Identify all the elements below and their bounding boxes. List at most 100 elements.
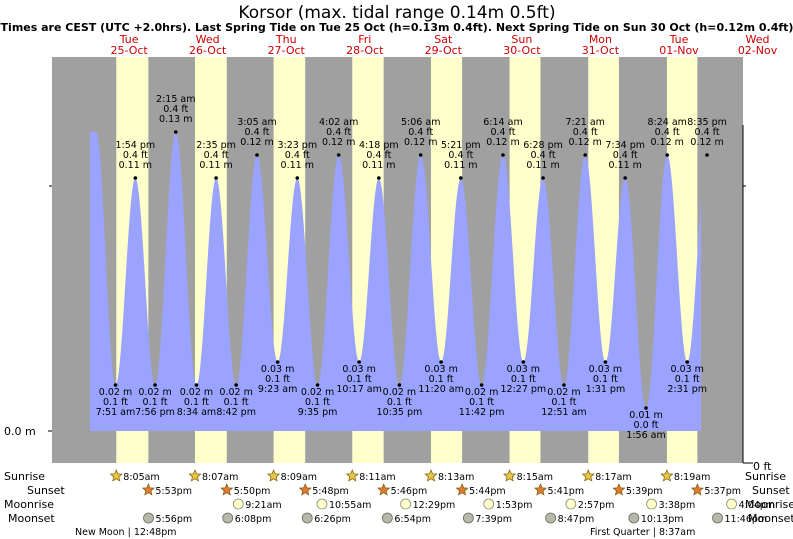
low-tide-label: 0.02 m — [138, 387, 171, 398]
y-axis-right-label: 0 ft — [753, 460, 772, 473]
low-tide-label: 0.03 m — [671, 364, 704, 375]
high-tide-label: 0.12 m — [690, 137, 723, 148]
moonset-time: 6:54pm — [394, 514, 431, 525]
day-name: Wed — [746, 33, 770, 46]
moonset-time: 11:46pm — [725, 514, 768, 525]
high-tide-label: 0.4 ft — [408, 127, 433, 138]
sunrise-time: 8:05am — [123, 472, 159, 483]
low-tide-label: 0.03 m — [589, 364, 622, 375]
low-tide-label: 0.1 ft — [103, 397, 128, 408]
row-label-moonrise: Moonrise — [4, 498, 54, 511]
high-tide-label: 0.11 m — [362, 160, 395, 171]
low-tide-label: 0.1 ft — [675, 374, 700, 385]
high-tide-label: 0.4 ft — [448, 150, 473, 161]
low-tide-label: 12:51 am — [541, 407, 586, 418]
tide-point — [397, 383, 402, 387]
moonrise-time: 4:04pm — [739, 500, 776, 511]
high-tide-label: 0.4 ft — [366, 150, 391, 161]
chart-title: Korsor (max. tidal range 0.14m 0.5ft) — [238, 3, 555, 23]
tide-labels: 0.02 m0.1 ft7:51 am1:54 pm0.4 ft0.11 m0.… — [96, 94, 727, 441]
chart-subtitle: Times are CEST (UTC +2.0hrs). Last Sprin… — [1, 21, 793, 34]
row-label-moonset-right: Moonset — [748, 512, 793, 525]
row-label-sunrise: Sunrise — [4, 470, 45, 483]
low-tide-label: 0.1 ft — [593, 374, 618, 385]
low-tide-label: 7:56 pm — [135, 407, 175, 418]
tide-point — [113, 383, 118, 387]
tide-point — [685, 360, 690, 364]
high-tide-label: 0.11 m — [281, 160, 314, 171]
astro-events: 8:05am 8:07am 8:09am 8:11am 8:13am 8:15am 8:17… — [109, 469, 776, 525]
tide-point — [377, 176, 381, 180]
sunset-time: 5:39pm — [626, 486, 663, 497]
moon-phases: New Moon | 12:48pm First Quarter | 8:37a… — [75, 527, 695, 538]
tide-point — [541, 176, 545, 180]
low-tide-label: 12:27 pm — [501, 384, 547, 395]
row-label-sunset-right: Sunset — [752, 484, 790, 497]
moonset-icon — [628, 512, 640, 524]
moonrise-icon — [565, 498, 577, 510]
moonrise-time: 9:21am — [245, 500, 281, 511]
high-tide-label: 1:54 pm — [116, 140, 156, 151]
sunset-icon — [220, 483, 234, 496]
day-name: Fri — [358, 33, 371, 46]
day-name: Wed — [196, 33, 220, 46]
high-tide-label: 0.12 m — [240, 137, 273, 148]
tide-point — [173, 130, 178, 134]
sunrise-icon — [424, 469, 438, 482]
low-tide-label: 0.1 ft — [387, 397, 412, 408]
high-tide-label: 2:15 am — [156, 94, 195, 105]
sunset-icon — [455, 483, 469, 496]
moonrise-icon — [316, 498, 328, 510]
low-tide-label: 11:20 am — [418, 384, 463, 395]
tide-point — [562, 383, 566, 387]
tide-point — [315, 383, 320, 387]
sunset-time: 5:50pm — [234, 486, 271, 497]
high-tide-label: 0.13 m — [159, 114, 192, 125]
low-tide-label: 0.02 m — [180, 387, 213, 398]
day-name: Sun — [511, 33, 532, 46]
sunset-time: 5:41pm — [547, 486, 584, 497]
high-tide-label: 0.4 ft — [655, 127, 680, 138]
moonrise-time: 10:55am — [329, 500, 371, 511]
moonrise-icon — [726, 498, 737, 510]
low-tide-label: 1:56 am — [626, 430, 665, 441]
low-tide-label: 10:17 am — [336, 384, 381, 395]
low-tide-label: 0.1 ft — [265, 374, 290, 385]
high-tide-label: 5:21 pm — [441, 140, 481, 151]
low-tide-label: 2:31 pm — [667, 384, 707, 395]
tide-point — [133, 176, 138, 180]
high-tide-label: 6:28 pm — [523, 140, 563, 151]
moonset-icon — [712, 512, 723, 524]
moon-phase-first-quarter: First Quarter | 8:37am — [590, 527, 695, 538]
moonset-time: 10:13pm — [641, 514, 684, 525]
low-tide-label: 1:31 pm — [586, 384, 626, 395]
tide-point — [275, 360, 280, 364]
high-tide-label: 7:21 am — [565, 117, 604, 128]
sunset-icon — [377, 483, 391, 496]
sunset-time: 5:46pm — [391, 486, 428, 497]
high-tide-label: 4:18 pm — [359, 140, 399, 151]
moonrise-time: 12:29pm — [413, 500, 456, 511]
high-tide-label: 0.4 ft — [204, 150, 229, 161]
high-tide-label: 5:06 am — [401, 117, 440, 128]
high-tide-label: 3:05 am — [237, 117, 276, 128]
moonset-icon — [462, 512, 474, 524]
day-date: 31-Oct — [582, 44, 620, 57]
sunrise-icon — [345, 469, 359, 482]
low-tide-label: 0.03 m — [261, 364, 294, 375]
axes: 0.0 m 0 ft — [4, 125, 772, 473]
low-tide-label: 9:23 am — [258, 384, 297, 395]
high-tide-label: 2:35 pm — [196, 140, 236, 151]
moonset-icon — [301, 512, 313, 524]
tide-point — [357, 360, 361, 364]
y-axis-left-label: 0.0 m — [4, 425, 36, 438]
day-date: 26-Oct — [189, 44, 227, 57]
moonrise-time: 1:53pm — [496, 500, 533, 511]
high-tide-label: 0.4 ft — [531, 150, 556, 161]
tide-point — [214, 176, 218, 180]
row-label-sunrise-right: Sunrise — [745, 470, 786, 483]
day-name: Sat — [434, 33, 453, 46]
high-tide-label: 6:14 am — [483, 117, 522, 128]
